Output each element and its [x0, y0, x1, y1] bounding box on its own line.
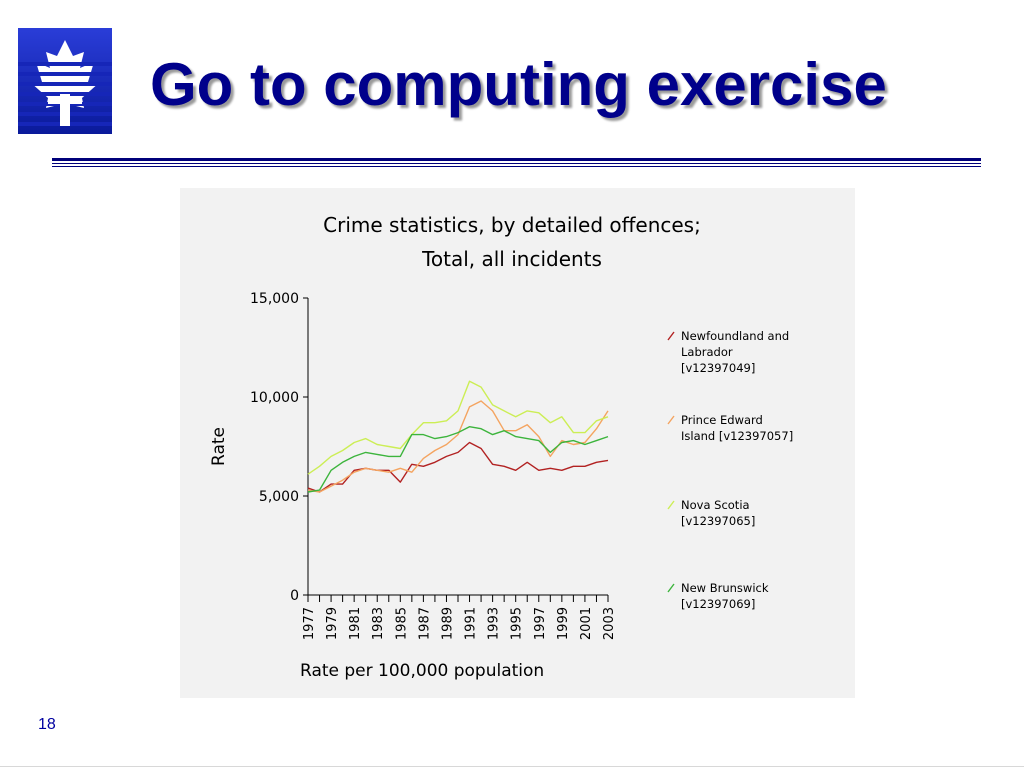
legend-label-2: Island [v12397057]: [681, 429, 793, 443]
series-line-1: [307, 441, 609, 493]
y-tick-label: 15,000: [250, 291, 299, 307]
x-tick-label: 1985: [394, 607, 409, 640]
x-tick-label: 1989: [440, 607, 455, 640]
x-tick-label: 1987: [417, 607, 432, 640]
legend-label-1: Labrador: [681, 345, 733, 359]
y-tick-label: 10,000: [250, 390, 299, 406]
x-tick-label: 1979: [325, 607, 340, 640]
x-tick-label: 1995: [510, 607, 525, 640]
x-tick-label: 2003: [602, 607, 617, 640]
x-tick-label: 1981: [348, 607, 363, 640]
crime-statistics-chart: Crime statistics, by detailed offences; T…: [209, 213, 793, 681]
chart-title-line-2: Total, all incidents: [421, 247, 602, 271]
legend-label-4: [v12397069]: [681, 597, 755, 611]
x-axis-label: Rate per 100,000 population: [300, 661, 544, 681]
legend-label-4: New Brunswick: [681, 581, 769, 595]
series-line-3: [307, 380, 609, 475]
title-divider-thin: [52, 163, 981, 164]
x-tick-label: 1983: [371, 607, 386, 640]
x-tick-label: 1977: [302, 607, 317, 640]
legend-swatch-4: [667, 583, 675, 593]
slide-title: Go to computing exercise: [150, 51, 887, 118]
x-tick-label: 1999: [556, 607, 571, 640]
series-line-2: [307, 400, 609, 493]
y-axis-label: Rate: [209, 427, 229, 466]
footer-rule: [0, 766, 1024, 767]
legend-label-1: [v12397049]: [681, 361, 755, 375]
y-tick-label: 5,000: [259, 489, 299, 505]
legend-label-3: [v12397065]: [681, 514, 755, 528]
chart-title-line-1: Crime statistics, by detailed offences;: [323, 213, 701, 237]
legend-label-1: Newfoundland and: [681, 329, 789, 343]
title-divider-thin-2: [52, 166, 981, 167]
title-divider: [52, 158, 981, 161]
x-tick-label: 2001: [579, 607, 594, 640]
y-tick-label: 0: [290, 588, 299, 604]
series-line-4: [307, 425, 609, 493]
legend-swatch-2: [667, 415, 675, 425]
x-tick-label: 1991: [464, 607, 479, 640]
legend-label-3: Nova Scotia: [681, 498, 750, 512]
x-tick-label: 1993: [487, 607, 502, 640]
slide-number: 18: [38, 716, 56, 733]
legend-swatch-1: [667, 331, 675, 341]
maple-leaf-logo-icon: [18, 28, 112, 134]
legend-swatch-3: [667, 500, 675, 510]
x-tick-label: 1997: [533, 607, 548, 640]
legend-label-2: Prince Edward: [681, 413, 763, 427]
chart-panel: Crime statistics, by detailed offences; T…: [180, 188, 855, 698]
